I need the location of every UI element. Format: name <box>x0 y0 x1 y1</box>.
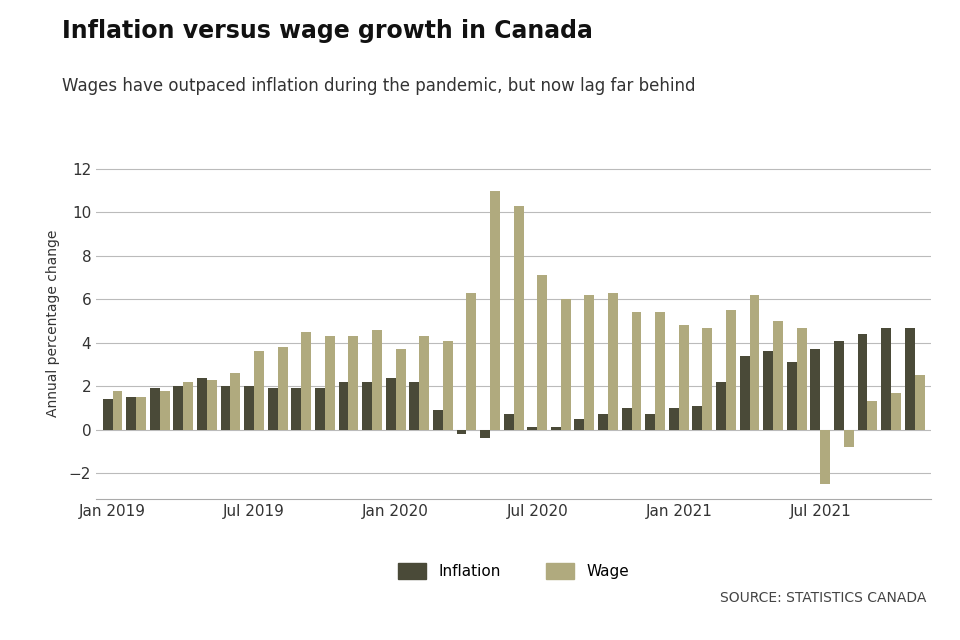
Bar <box>703 328 712 429</box>
Bar <box>490 191 500 429</box>
Bar <box>301 332 311 429</box>
Y-axis label: Annual percentage change: Annual percentage change <box>46 230 60 417</box>
Bar <box>692 406 703 429</box>
Bar <box>645 415 655 429</box>
Bar <box>183 382 193 429</box>
Bar <box>669 408 679 429</box>
Bar <box>881 328 891 429</box>
Text: Wages have outpaced inflation during the pandemic, but now lag far behind: Wages have outpaced inflation during the… <box>62 77 696 95</box>
Bar <box>467 292 476 429</box>
Bar <box>514 206 523 429</box>
Bar <box>797 328 806 429</box>
Bar <box>386 378 396 429</box>
Bar <box>433 410 443 429</box>
Bar <box>174 386 183 429</box>
Bar <box>457 429 467 434</box>
Bar <box>324 336 335 429</box>
Bar <box>820 429 830 484</box>
Bar <box>126 397 136 429</box>
Bar <box>726 310 736 429</box>
Bar <box>891 393 901 429</box>
Bar <box>254 351 264 429</box>
Bar <box>716 382 726 429</box>
Bar <box>396 349 405 429</box>
Bar <box>136 397 146 429</box>
Bar <box>527 428 538 429</box>
Bar <box>655 312 665 429</box>
Bar <box>339 382 348 429</box>
Bar <box>773 321 783 429</box>
Bar <box>244 386 254 429</box>
Bar <box>207 380 217 429</box>
Bar <box>372 330 382 429</box>
Bar <box>857 334 868 429</box>
Bar <box>585 295 594 429</box>
Bar <box>834 340 844 429</box>
Bar <box>787 362 797 429</box>
Bar <box>561 300 570 429</box>
Bar <box>112 390 123 429</box>
Bar <box>608 292 618 429</box>
Bar <box>197 378 207 429</box>
Bar <box>679 325 688 429</box>
Bar <box>103 399 112 429</box>
Bar <box>315 388 324 429</box>
Bar <box>291 388 301 429</box>
Text: Inflation versus wage growth in Canada: Inflation versus wage growth in Canada <box>62 19 593 44</box>
Bar <box>763 351 773 429</box>
Bar <box>409 382 420 429</box>
Bar <box>150 388 159 429</box>
Bar <box>632 312 641 429</box>
Bar <box>362 382 372 429</box>
Bar <box>622 408 632 429</box>
Bar <box>810 349 820 429</box>
Bar <box>420 336 429 429</box>
Bar <box>538 275 547 429</box>
Bar <box>348 336 358 429</box>
Bar <box>230 373 240 429</box>
Bar <box>159 390 170 429</box>
Bar <box>750 295 759 429</box>
Bar <box>277 347 288 429</box>
Bar <box>868 401 877 429</box>
Bar <box>915 375 924 429</box>
Bar <box>551 428 561 429</box>
Bar <box>504 415 514 429</box>
Bar <box>221 386 230 429</box>
Bar <box>844 429 853 447</box>
Bar <box>598 415 608 429</box>
Bar <box>480 429 490 438</box>
Bar <box>904 328 915 429</box>
Text: SOURCE: STATISTICS CANADA: SOURCE: STATISTICS CANADA <box>720 591 926 605</box>
Bar <box>443 340 453 429</box>
Bar <box>574 419 585 429</box>
Legend: Inflation, Wage: Inflation, Wage <box>398 563 629 579</box>
Bar <box>739 356 750 429</box>
Bar <box>268 388 277 429</box>
